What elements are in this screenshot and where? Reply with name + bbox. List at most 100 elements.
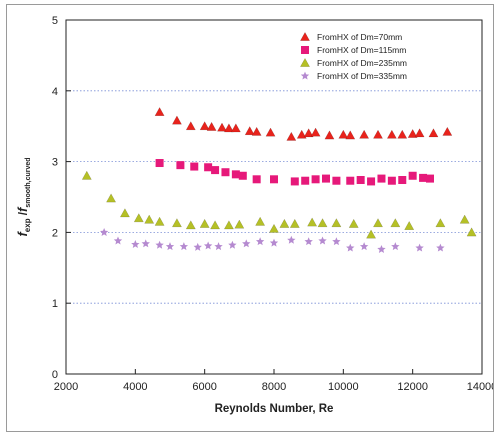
x-tick-label: 8000: [262, 381, 286, 393]
data-point: [255, 237, 265, 246]
data-point: [193, 242, 202, 251]
data-point: [377, 174, 386, 183]
legend-label: FromHX of Dm=115mm: [317, 45, 406, 55]
y-axis-title-f1: f: [15, 231, 30, 237]
y-tick-label: 3: [52, 157, 58, 169]
x-axis-title: Reynolds Number, Re: [215, 403, 334, 415]
data-point: [317, 218, 328, 228]
x-tick-label: 2000: [54, 381, 78, 393]
data-point: [119, 208, 130, 218]
data-point: [397, 129, 408, 139]
data-point: [303, 128, 314, 138]
data-point: [398, 176, 407, 185]
data-point: [216, 122, 228, 132]
data-point: [286, 131, 297, 141]
data-point: [466, 227, 477, 237]
y-tick-label: 4: [52, 86, 58, 98]
data-point: [154, 216, 165, 226]
y-tick-label: 5: [52, 15, 58, 27]
data-point: [442, 126, 453, 136]
data-point: [206, 121, 217, 131]
data-point: [407, 128, 418, 138]
data-point: [390, 218, 401, 228]
data-point: [290, 177, 299, 186]
data-point: [265, 127, 276, 137]
data-point: [304, 237, 313, 246]
data-point: [279, 218, 290, 228]
x-tick-label: 4000: [123, 381, 147, 393]
series-3: [81, 170, 477, 239]
data-point: [459, 214, 470, 224]
data-point: [414, 128, 425, 138]
data-point: [179, 242, 189, 251]
data-point: [244, 126, 255, 136]
data-point: [228, 240, 237, 249]
data-point: [176, 161, 185, 170]
data-point: [419, 173, 428, 182]
data-point: [377, 244, 386, 253]
data-point: [270, 175, 278, 184]
data-point: [307, 217, 318, 227]
data-point: [210, 220, 221, 230]
series-4: [99, 228, 445, 253]
x-tick-label: 6000: [192, 381, 216, 393]
data-point: [386, 129, 397, 139]
legend-label: FromHX of Dm=70mm: [317, 32, 402, 42]
legend: FromHX of Dm=70mm FromHX of Dm=115mm FromH…: [299, 31, 407, 81]
data-point: [428, 128, 439, 138]
data-point: [372, 218, 384, 228]
data-point: [359, 242, 369, 251]
data-point: [332, 176, 341, 185]
data-point: [238, 171, 247, 180]
data-point: [301, 176, 310, 185]
data-point: [185, 121, 196, 131]
legend-marker: [300, 71, 310, 80]
data-point: [154, 106, 165, 116]
series-1: [154, 106, 453, 141]
y-tick-label: 2: [52, 227, 58, 239]
chart-svg: 0 1 2 3 4 5 2000 4000 6000 8000 10000 12000 14000 Fr…: [15, 15, 493, 415]
data-point: [324, 130, 335, 140]
x-tick-label: 14000: [467, 381, 493, 393]
data-point: [269, 238, 279, 247]
y-tick-label: 1: [52, 298, 58, 310]
data-point: [223, 220, 234, 230]
data-point: [141, 239, 150, 248]
data-point: [289, 218, 300, 228]
data-point: [113, 236, 123, 245]
data-point: [204, 163, 213, 172]
data-point: [251, 126, 262, 136]
data-point: [359, 129, 370, 139]
tick-layer: 0 1 2 3 4 5 2000 4000 6000 8000 10000 12000 14000: [52, 15, 493, 393]
data-point: [348, 218, 359, 228]
y-axis-title-sub2: smooth,curved: [25, 157, 32, 207]
grid-layer: [66, 90, 482, 304]
data-point: [221, 168, 230, 177]
data-point: [318, 236, 327, 245]
data-point: [391, 242, 400, 251]
data-point: [155, 159, 164, 168]
data-point: [345, 130, 356, 140]
data-point: [106, 193, 117, 203]
legend-marker: [301, 46, 309, 54]
legend-label: FromHX of Dm=235mm: [317, 58, 407, 68]
data-point: [415, 243, 424, 252]
data-point: [322, 174, 330, 183]
plot-area-border: [65, 19, 483, 375]
data-point: [435, 218, 446, 228]
data-point: [203, 241, 213, 250]
data-point: [144, 214, 155, 224]
data-point: [171, 218, 182, 228]
data-point: [155, 240, 164, 249]
data-point: [311, 175, 320, 184]
data-point: [404, 220, 415, 230]
data-point: [346, 176, 355, 185]
data-point: [190, 162, 199, 171]
data-point: [133, 213, 144, 223]
data-point: [372, 129, 384, 139]
legend-marker: [299, 57, 311, 67]
data-point: [356, 176, 365, 185]
y-axis-title-slash: /: [18, 211, 30, 218]
data-point: [387, 176, 396, 185]
data-point: [199, 218, 210, 228]
